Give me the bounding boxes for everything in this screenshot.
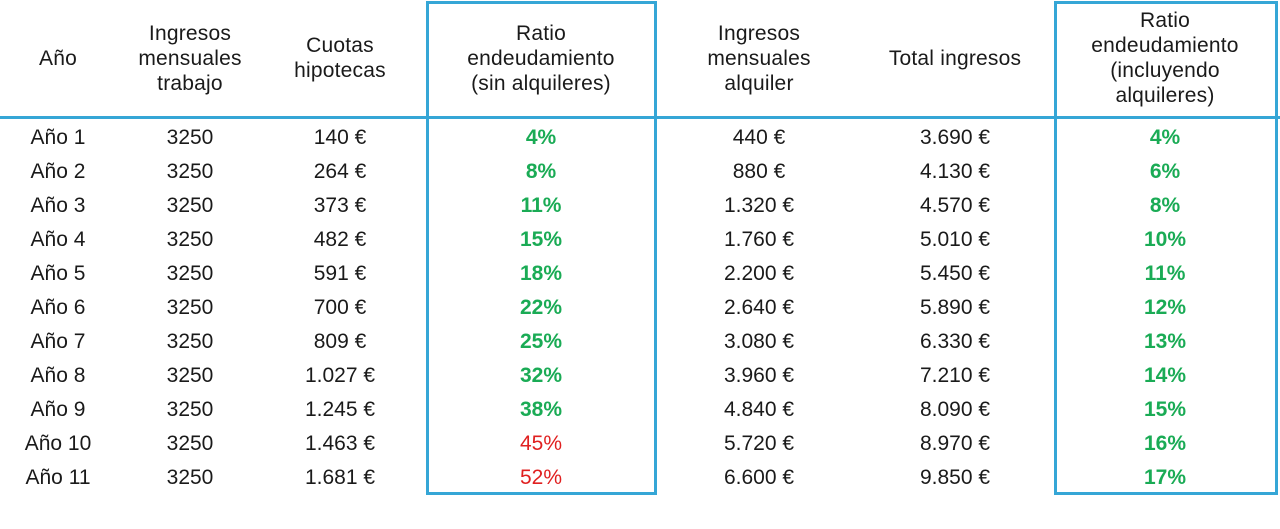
ratio-sin-alquiler-cell: 11% (520, 194, 562, 217)
header-ingresos-alquiler: Ingresos mensuales alquiler (707, 21, 811, 95)
ingresos-trabajo-cell: 3250 (166, 466, 214, 489)
header-divider (0, 116, 1280, 119)
ingresos-trabajo-cell: 3250 (166, 432, 214, 455)
ingresos-trabajo-cell: 3250 (166, 330, 214, 353)
total-ingresos-cell: 7.210 € (919, 364, 991, 387)
header-ingresos-trabajo: Ingresos mensuales trabajo (138, 21, 242, 95)
cuotas-hipotecas-cell: 1.027 € (304, 364, 376, 387)
header-ratio-con-alquiler: Ratio endeudamiento (incluyendo alquiler… (1091, 9, 1239, 107)
cuotas-hipotecas-cell: 140 € (313, 126, 367, 149)
ratio-sin-alquiler-cell: 18% (519, 262, 563, 285)
ratio-con-alquiler-cell: 11% (1144, 262, 1186, 285)
ingresos-alquiler-cell: 880 € (732, 160, 786, 183)
ratio-con-alquiler-cell: 17% (1143, 466, 1187, 489)
ratio-con-alquiler-cell: 10% (1143, 228, 1187, 251)
cuotas-hipotecas-cell: 373 € (313, 194, 367, 217)
ano-cell: Año 11 (25, 466, 91, 489)
total-ingresos-cell: 6.330 € (919, 330, 991, 353)
ano-cell: Año 6 (30, 296, 86, 319)
cuotas-hipotecas-cell: 591 € (313, 262, 367, 285)
header-cuotas-hipotecas: Cuotas hipotecas (294, 34, 386, 82)
ingresos-trabajo-cell: 3250 (166, 398, 214, 421)
ratio-con-alquiler-cell: 4% (1149, 126, 1181, 149)
ingresos-alquiler-cell: 1.760 € (723, 228, 795, 251)
ingresos-trabajo-cell: 3250 (166, 228, 214, 251)
ratio-sin-alquiler-cell: 38% (519, 398, 563, 421)
header-total-ingresos: Total ingresos (888, 46, 1022, 70)
header-ano: Año (39, 46, 77, 70)
ano-cell: Año 9 (30, 398, 86, 421)
ratio-sin-alquiler-cell: 8% (525, 160, 557, 183)
cuotas-hipotecas-cell: 809 € (313, 330, 367, 353)
ano-cell: Año 7 (30, 330, 86, 353)
cuotas-hipotecas-cell: 1.463 € (304, 432, 376, 455)
ingresos-alquiler-cell: 2.200 € (723, 262, 795, 285)
ratio-con-alquiler-cell: 12% (1143, 296, 1187, 319)
total-ingresos-cell: 5.450 € (919, 262, 991, 285)
ingresos-alquiler-cell: 3.080 € (723, 330, 795, 353)
ano-cell: Año 8 (30, 364, 86, 387)
ratio-con-alquiler-cell: 14% (1143, 364, 1187, 387)
ratio-con-alquiler-cell: 15% (1143, 398, 1187, 421)
ratio-sin-alquiler-cell: 32% (519, 364, 563, 387)
ingresos-alquiler-cell: 3.960 € (723, 364, 795, 387)
cuotas-hipotecas-cell: 482 € (313, 228, 367, 251)
cuotas-hipotecas-cell: 1.681 € (304, 466, 376, 489)
ratio-con-alquiler-cell: 13% (1143, 330, 1187, 353)
ratio-con-alquiler-cell: 16% (1143, 432, 1187, 455)
ano-cell: Año 4 (30, 228, 86, 251)
ingresos-trabajo-cell: 3250 (166, 262, 214, 285)
total-ingresos-cell: 4.570 € (919, 194, 991, 217)
header-ratio-sin-alquiler: Ratio endeudamiento (sin alquileres) (467, 21, 615, 95)
total-ingresos-cell: 8.090 € (919, 398, 991, 421)
total-ingresos-cell: 8.970 € (919, 432, 991, 455)
highlight-box-ratio-sin (426, 1, 657, 495)
ingresos-alquiler-cell: 5.720 € (723, 432, 795, 455)
total-ingresos-cell: 9.850 € (919, 466, 991, 489)
ingresos-alquiler-cell: 6.600 € (723, 466, 795, 489)
total-ingresos-cell: 5.890 € (919, 296, 991, 319)
cuotas-hipotecas-cell: 264 € (313, 160, 367, 183)
ratio-con-alquiler-cell: 8% (1149, 194, 1181, 217)
ingresos-alquiler-cell: 4.840 € (723, 398, 795, 421)
ano-cell: Año 2 (30, 160, 86, 183)
ano-cell: Año 3 (30, 194, 86, 217)
ano-cell: Año 5 (30, 262, 86, 285)
highlight-box-ratio-con (1054, 1, 1278, 495)
ingresos-alquiler-cell: 1.320 € (723, 194, 795, 217)
ingresos-trabajo-cell: 3250 (166, 194, 214, 217)
ingresos-trabajo-cell: 3250 (166, 364, 214, 387)
ratio-con-alquiler-cell: 6% (1149, 160, 1181, 183)
ratio-sin-alquiler-cell: 45% (519, 432, 563, 455)
ingresos-alquiler-cell: 440 € (732, 126, 786, 149)
ano-cell: Año 10 (24, 432, 92, 455)
ingresos-trabajo-cell: 3250 (166, 296, 214, 319)
cuotas-hipotecas-cell: 1.245 € (304, 398, 376, 421)
total-ingresos-cell: 5.010 € (919, 228, 991, 251)
ingresos-trabajo-cell: 3250 (166, 160, 214, 183)
total-ingresos-cell: 3.690 € (919, 126, 991, 149)
ingresos-trabajo-cell: 3250 (166, 126, 214, 149)
ano-cell: Año 1 (30, 126, 86, 149)
ratio-sin-alquiler-cell: 52% (519, 466, 563, 489)
cuotas-hipotecas-cell: 700 € (313, 296, 367, 319)
total-ingresos-cell: 4.130 € (919, 160, 991, 183)
ratio-sin-alquiler-cell: 25% (519, 330, 563, 353)
ingresos-alquiler-cell: 2.640 € (723, 296, 795, 319)
ratio-sin-alquiler-cell: 15% (519, 228, 563, 251)
ratio-sin-alquiler-cell: 22% (519, 296, 563, 319)
ratio-sin-alquiler-cell: 4% (525, 126, 557, 149)
